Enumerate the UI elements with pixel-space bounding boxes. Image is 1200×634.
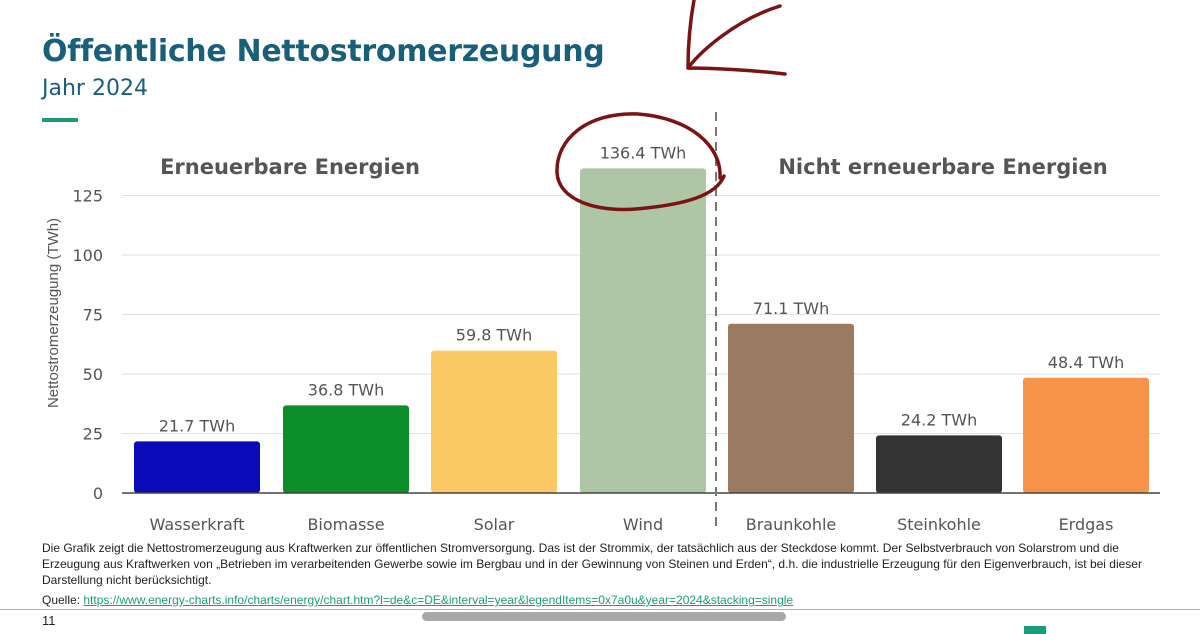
source-link[interactable]: https://www.energy-charts.info/charts/en… xyxy=(83,593,794,607)
bar xyxy=(134,441,260,493)
x-tick-label: Biomasse xyxy=(307,515,384,534)
y-tick-label: 0 xyxy=(93,484,103,503)
x-tick-label: Wind xyxy=(623,515,663,534)
x-tick-label: Erdgas xyxy=(1059,515,1114,534)
slide-title: Öffentliche Nettostromerzeugung xyxy=(42,34,605,69)
data-label: 48.4 TWh xyxy=(1048,353,1124,372)
x-tick-label: Solar xyxy=(474,515,515,534)
x-tick-label: Wasserkraft xyxy=(150,515,245,534)
y-tick-label: 125 xyxy=(72,187,103,206)
y-tick-label: 100 xyxy=(72,246,103,265)
source-label: Quelle: xyxy=(42,593,81,607)
hand-drawn-circle-icon xyxy=(555,112,726,212)
data-label: 71.1 TWh xyxy=(753,299,829,318)
data-label: 136.4 TWh xyxy=(600,143,687,162)
bar xyxy=(728,323,854,493)
group-label-nonrenewable: Nicht erneuerbare Energien xyxy=(778,155,1107,179)
bar xyxy=(431,350,557,493)
y-axis-label: Nettostromerzeugung (TWh) xyxy=(45,218,62,408)
title-accent-line xyxy=(42,118,78,122)
bar xyxy=(283,405,409,493)
x-tick-label: Braunkohle xyxy=(746,515,837,534)
bar xyxy=(1023,377,1149,493)
source-line: Quelle: https://www.energy-charts.info/c… xyxy=(42,593,793,607)
chart-footnote: Die Grafik zeigt die Nettostromerzeugung… xyxy=(42,541,1142,587)
footer-divider xyxy=(0,609,1200,610)
data-label: 21.7 TWh xyxy=(159,416,235,435)
group-label-renewable: Erneuerbare Energien xyxy=(160,155,420,179)
horizontal-scrollbar[interactable] xyxy=(422,612,786,621)
x-tick-label: Steinkohle xyxy=(897,515,981,534)
data-label: 24.2 TWh xyxy=(901,410,977,429)
bar-chart: 0 25 50 75 100 125 Nettostromerzeugung (TWh) 21… xyxy=(45,0,1160,534)
bar xyxy=(580,168,706,494)
corner-logo-icon xyxy=(1024,626,1046,634)
slide-subtitle: Jahr 2024 xyxy=(42,76,148,101)
page-number: 11 xyxy=(42,613,56,628)
data-label: 36.8 TWh xyxy=(308,380,384,399)
y-tick-label: 25 xyxy=(83,425,103,444)
y-tick-label: 75 xyxy=(83,306,103,325)
bar xyxy=(876,435,1002,493)
data-label: 59.8 TWh xyxy=(456,326,532,345)
y-tick-label: 50 xyxy=(83,365,103,384)
hand-drawn-arrow-icon xyxy=(686,0,787,76)
